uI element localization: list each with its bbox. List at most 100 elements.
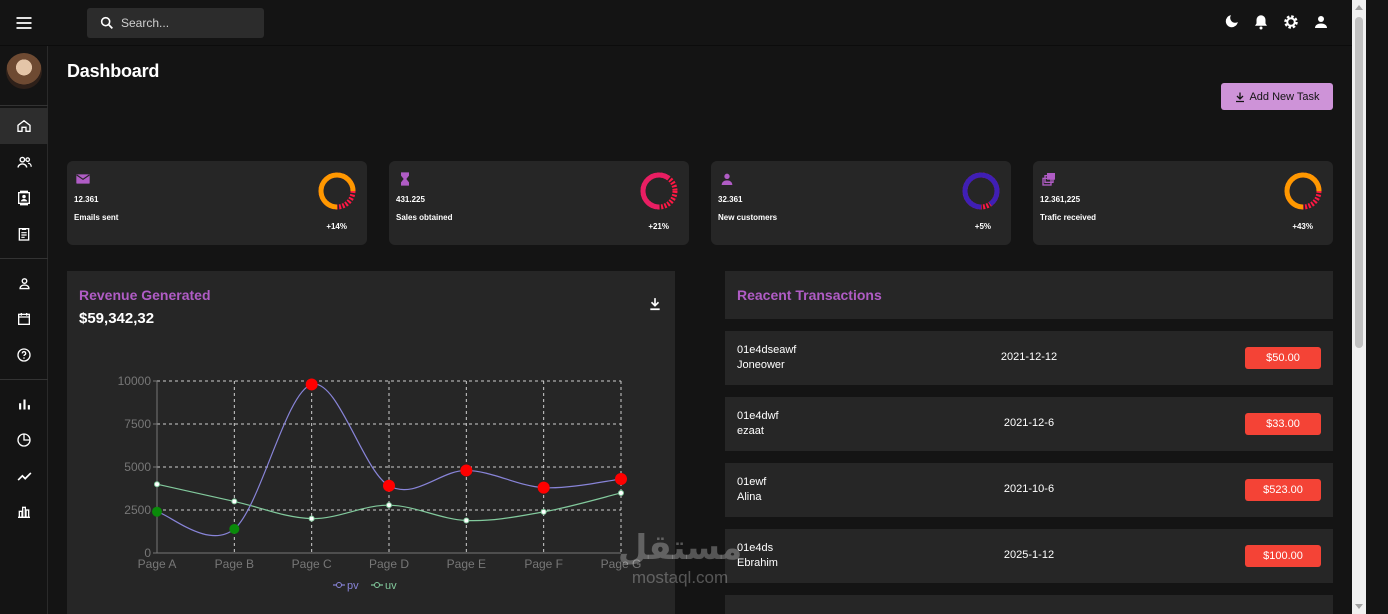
transaction-date: 2025-1-12 bbox=[1003, 549, 1055, 561]
page-scrollbar[interactable] bbox=[1352, 0, 1366, 614]
watermark-arabic: مستقل bbox=[617, 528, 743, 568]
sidebar-item-profile[interactable] bbox=[0, 265, 48, 301]
sidebar-item-contacts[interactable] bbox=[0, 180, 48, 216]
transaction-id: 01e4dwf bbox=[737, 410, 779, 422]
help-icon bbox=[17, 348, 31, 362]
stat-label: Sales obtained bbox=[396, 213, 453, 222]
stat-change: +21% bbox=[648, 222, 669, 231]
y-tick-label: 0 bbox=[144, 546, 151, 560]
download-icon[interactable] bbox=[648, 296, 662, 312]
y-tick-label: 7500 bbox=[124, 417, 151, 431]
progress-ring-fill bbox=[318, 172, 356, 210]
data-point-pv bbox=[305, 378, 318, 391]
transaction-row[interactable] bbox=[725, 595, 1333, 614]
top-bar bbox=[0, 0, 1352, 46]
data-point-pv bbox=[383, 479, 395, 492]
scroll-down-arrow[interactable] bbox=[1355, 604, 1363, 609]
transactions-title: Reacent Transactions bbox=[737, 287, 882, 303]
y-tick-label: 2500 bbox=[124, 503, 151, 517]
x-tick-label: Page E bbox=[447, 557, 486, 571]
hourglass-icon bbox=[401, 172, 409, 186]
stat-card-sales: 431.225 Sales obtained +21% bbox=[389, 161, 689, 245]
data-point-uv bbox=[618, 489, 624, 496]
sidebar-item-faq[interactable] bbox=[0, 337, 48, 373]
menu-icon[interactable] bbox=[14, 13, 34, 33]
data-point-pv bbox=[615, 473, 627, 486]
sidebar-item-pie-chart[interactable] bbox=[0, 422, 48, 458]
scroll-up-arrow[interactable] bbox=[1355, 5, 1363, 10]
add-new-task-label: Add New Task bbox=[1249, 90, 1320, 103]
scroll-thumb[interactable] bbox=[1355, 17, 1363, 348]
email-icon bbox=[76, 174, 90, 184]
transaction-id: 01e4ds bbox=[737, 542, 774, 554]
stats-icon bbox=[18, 506, 30, 518]
add-new-task-button[interactable]: Add New Task bbox=[1221, 83, 1333, 110]
progress-ring bbox=[640, 172, 678, 210]
stat-value: 12.361,225 bbox=[1040, 195, 1081, 204]
notifications-icon[interactable] bbox=[1252, 13, 1270, 31]
search-icon bbox=[100, 16, 113, 29]
transaction-user: Alina bbox=[737, 491, 762, 503]
y-tick-label: 5000 bbox=[124, 460, 151, 474]
stat-change: +5% bbox=[974, 222, 991, 231]
y-tick-label: 10000 bbox=[118, 374, 152, 388]
data-point-uv bbox=[463, 517, 470, 524]
sidebar-item-bar-chart[interactable] bbox=[0, 386, 48, 422]
transaction-row[interactable]: 01ewf Alina 2021-10-6 $523.00 bbox=[725, 463, 1333, 517]
transaction-id: 01ewf bbox=[737, 476, 767, 488]
person-icon bbox=[18, 277, 30, 289]
x-tick-label: Page F bbox=[524, 557, 563, 571]
contacts-icon bbox=[18, 190, 30, 206]
sidebar-item-calendar[interactable] bbox=[0, 301, 48, 337]
chart-legend: pv uv bbox=[333, 580, 397, 592]
stat-label: Emails sent bbox=[74, 213, 119, 222]
sidebar bbox=[0, 46, 48, 614]
sidebar-item-line-chart[interactable] bbox=[0, 458, 48, 494]
sidebar-divider bbox=[0, 105, 48, 106]
search-box bbox=[87, 8, 264, 38]
stat-value: 431.225 bbox=[396, 195, 425, 204]
revenue-panel: Revenue Generated $59,342,32 0 2500 5000 75… bbox=[67, 271, 675, 614]
x-tick-label: Page A bbox=[138, 557, 177, 571]
progress-ring-fill bbox=[962, 172, 1000, 210]
transaction-user: Ebrahim bbox=[737, 557, 778, 569]
revenue-title: Revenue Generated bbox=[79, 287, 211, 303]
transaction-row[interactable]: 01e4dseawf Joneower 2021-12-12 $50.00 bbox=[725, 331, 1333, 385]
search-input[interactable] bbox=[121, 8, 259, 38]
stat-change: +43% bbox=[1292, 222, 1313, 231]
progress-ring-fill bbox=[640, 172, 678, 210]
transaction-row[interactable]: 01e4ds Ebrahim 2025-1-12 $100.00 bbox=[725, 529, 1333, 583]
sidebar-divider bbox=[0, 379, 48, 380]
sidebar-item-invoices[interactable] bbox=[0, 216, 48, 252]
avatar[interactable] bbox=[6, 53, 42, 89]
data-point-pv bbox=[537, 481, 550, 494]
transaction-date: 2021-12-6 bbox=[1003, 417, 1055, 429]
account-icon[interactable] bbox=[1312, 13, 1330, 31]
data-point-pv bbox=[460, 464, 473, 477]
bar-chart-icon bbox=[18, 399, 30, 409]
x-tick-label: Page B bbox=[215, 557, 254, 571]
traffic-icon bbox=[1042, 173, 1055, 186]
data-point-pv bbox=[152, 506, 162, 517]
data-point-uv bbox=[154, 481, 160, 488]
pie-chart-icon bbox=[17, 433, 31, 447]
x-tick-label: Page C bbox=[292, 557, 332, 571]
transaction-amount: $33.00 bbox=[1245, 413, 1321, 435]
revenue-amount: $59,342,32 bbox=[79, 310, 155, 327]
sidebar-item-home[interactable] bbox=[0, 108, 48, 144]
transaction-amount: $523.00 bbox=[1245, 479, 1321, 501]
watermark-latin: mostaql.com bbox=[631, 568, 729, 587]
data-point-uv bbox=[540, 508, 547, 515]
stat-label: New customers bbox=[718, 213, 778, 222]
legend-marker-uv bbox=[374, 582, 380, 588]
sidebar-divider bbox=[0, 258, 48, 259]
settings-icon[interactable] bbox=[1282, 13, 1300, 31]
transaction-user: ezaat bbox=[737, 425, 764, 437]
sidebar-item-team[interactable] bbox=[0, 144, 48, 180]
legend-marker-pv bbox=[336, 582, 342, 588]
transaction-date: 2021-10-6 bbox=[1003, 483, 1055, 495]
transaction-row[interactable]: 01e4dwf ezaat 2021-12-6 $33.00 bbox=[725, 397, 1333, 451]
dark-mode-icon[interactable] bbox=[1222, 13, 1240, 31]
data-point-pv bbox=[229, 523, 240, 534]
sidebar-item-geography[interactable] bbox=[0, 494, 48, 530]
